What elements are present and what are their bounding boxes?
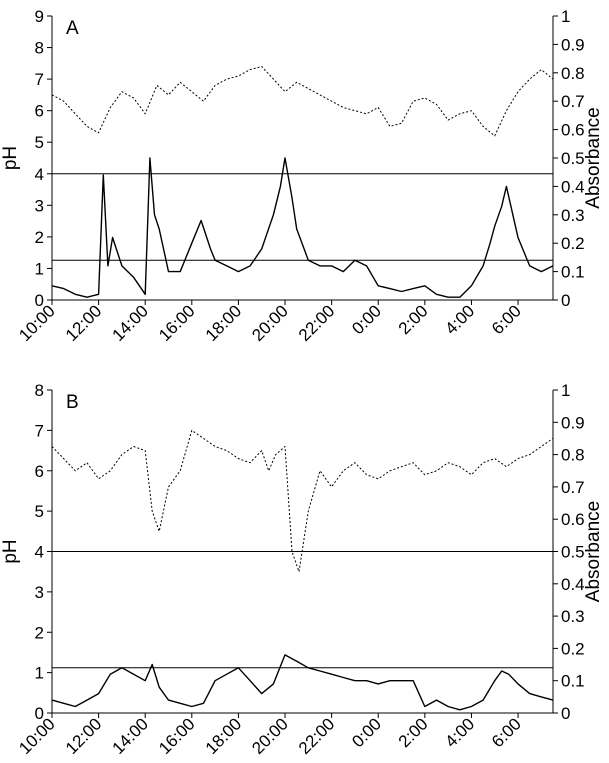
panel-a-right-tick-label: 0.5 [561, 149, 585, 168]
panel-b-right-tick-label: 0.5 [561, 543, 585, 562]
panel-b-left-tick-label: 5 [35, 502, 44, 521]
panel-a-series-ph [51, 66, 554, 137]
panel-a-x-tick-label: 2:00 [395, 301, 432, 338]
panel-b-left-tick-label: 4 [35, 543, 44, 562]
panel-a-left-tick-label: 7 [35, 70, 44, 89]
panel-b-left-tick-label: 7 [35, 421, 44, 440]
panel-a-left-tick-label: 2 [35, 228, 44, 247]
panel-a-x-tick-label: 20:00 [248, 301, 292, 345]
panel-a-right-tick-label: 0.7 [561, 92, 585, 111]
panel-b-right-tick-label: 1 [561, 381, 570, 400]
panel-b-x-tick-label: 4:00 [441, 714, 478, 751]
panel-b-x-tick-label: 16:00 [155, 714, 199, 758]
panel-a-x-tick-label: 18:00 [202, 301, 246, 345]
panel-a-ylabel-right: Absorbance [583, 107, 604, 208]
panel-b-right-tick-label: 0.8 [561, 446, 585, 465]
panel-a-right-tick-label: 0.3 [561, 206, 585, 225]
panel-b-right-tick-label: 0.7 [561, 478, 585, 497]
panel-b-x-tick-label: 2:00 [395, 714, 432, 751]
panel-b-label: B [66, 392, 79, 413]
panel-b-x-tick-label: 6:00 [488, 714, 525, 751]
panel-b-right-tick-label: 0.2 [561, 639, 585, 658]
panel-b-right-tick-label: 0.3 [561, 607, 585, 626]
panel-a-left-tick-label: 1 [35, 259, 44, 278]
panel-a-label: A [66, 18, 79, 39]
panel-b-x-tick-label: 0:00 [348, 714, 385, 751]
panel-b-x-tick-label: 20:00 [248, 714, 292, 758]
panel-b-series-ph [51, 429, 554, 573]
panel-b-x-tick-label: 22:00 [295, 714, 339, 758]
panel-a-x-tick-label: 22:00 [295, 301, 339, 345]
panel-a-right-tick-label: 0 [561, 291, 570, 310]
panel-a-right-tick-label: 0.4 [561, 177, 585, 196]
panel-a-right-tick-label: 0.2 [561, 234, 585, 253]
panel-b-ylabel-right: Absorbance [583, 501, 604, 602]
panel-a-right-tick-label: 0.1 [561, 263, 585, 282]
panel-a-series-absorbance [51, 157, 554, 298]
panel-a-left-tick-label: 8 [35, 39, 44, 58]
panel-b-right-tick-label: 0 [561, 704, 570, 723]
panel-b-left-tick-label: 3 [35, 583, 44, 602]
panel-a-x-tick-label: 4:00 [441, 301, 478, 338]
panel-a-right-tick-label: 0.9 [561, 35, 585, 54]
panel-a-right-tick-label: 0.6 [561, 121, 585, 140]
panel-a-right-tick-label: 1 [561, 7, 570, 26]
panel-b-right-tick-label: 0.6 [561, 510, 585, 529]
panel-a-ylabel-left: pH [0, 146, 21, 170]
panel-b-x-tick-label: 12:00 [62, 714, 106, 758]
panel-a-x-tick-label: 0:00 [348, 301, 385, 338]
panel-b-ylabel-left: pH [0, 539, 21, 563]
panel-b-right-tick-label: 0.4 [561, 575, 585, 594]
panel-a-x-tick-label: 16:00 [155, 301, 199, 345]
panel-a-left-tick-label: 9 [35, 7, 44, 26]
panel-a-x-tick-label: 6:00 [488, 301, 525, 338]
panel-a-left-tick-label: 3 [35, 196, 44, 215]
panel-b-x-tick-label: 14:00 [109, 714, 153, 758]
panel-a-x-tick-label: 12:00 [62, 301, 106, 345]
panel-b-left-tick-label: 1 [35, 664, 44, 683]
panel-b-left-tick-label: 2 [35, 623, 44, 642]
panel-b-left-tick-label: 6 [35, 462, 44, 481]
panel-a-left-tick-label: 0 [35, 291, 44, 310]
panel-b-series-absorbance [51, 654, 554, 711]
panel-b-left-tick-label: 0 [35, 704, 44, 723]
panel-a-right-tick-label: 0.8 [561, 64, 585, 83]
panel-a-left-tick-label: 4 [35, 165, 44, 184]
panel-b-right-tick-label: 0.1 [561, 672, 585, 691]
panel-b-x-tick-label: 18:00 [202, 714, 246, 758]
panel-b-left-tick-label: 8 [35, 381, 44, 400]
panel-b-right-tick-label: 0.9 [561, 413, 585, 432]
panel-a-x-tick-label: 14:00 [109, 301, 153, 345]
panel-a-left-tick-label: 5 [35, 133, 44, 152]
panel-a-left-tick-label: 6 [35, 102, 44, 121]
